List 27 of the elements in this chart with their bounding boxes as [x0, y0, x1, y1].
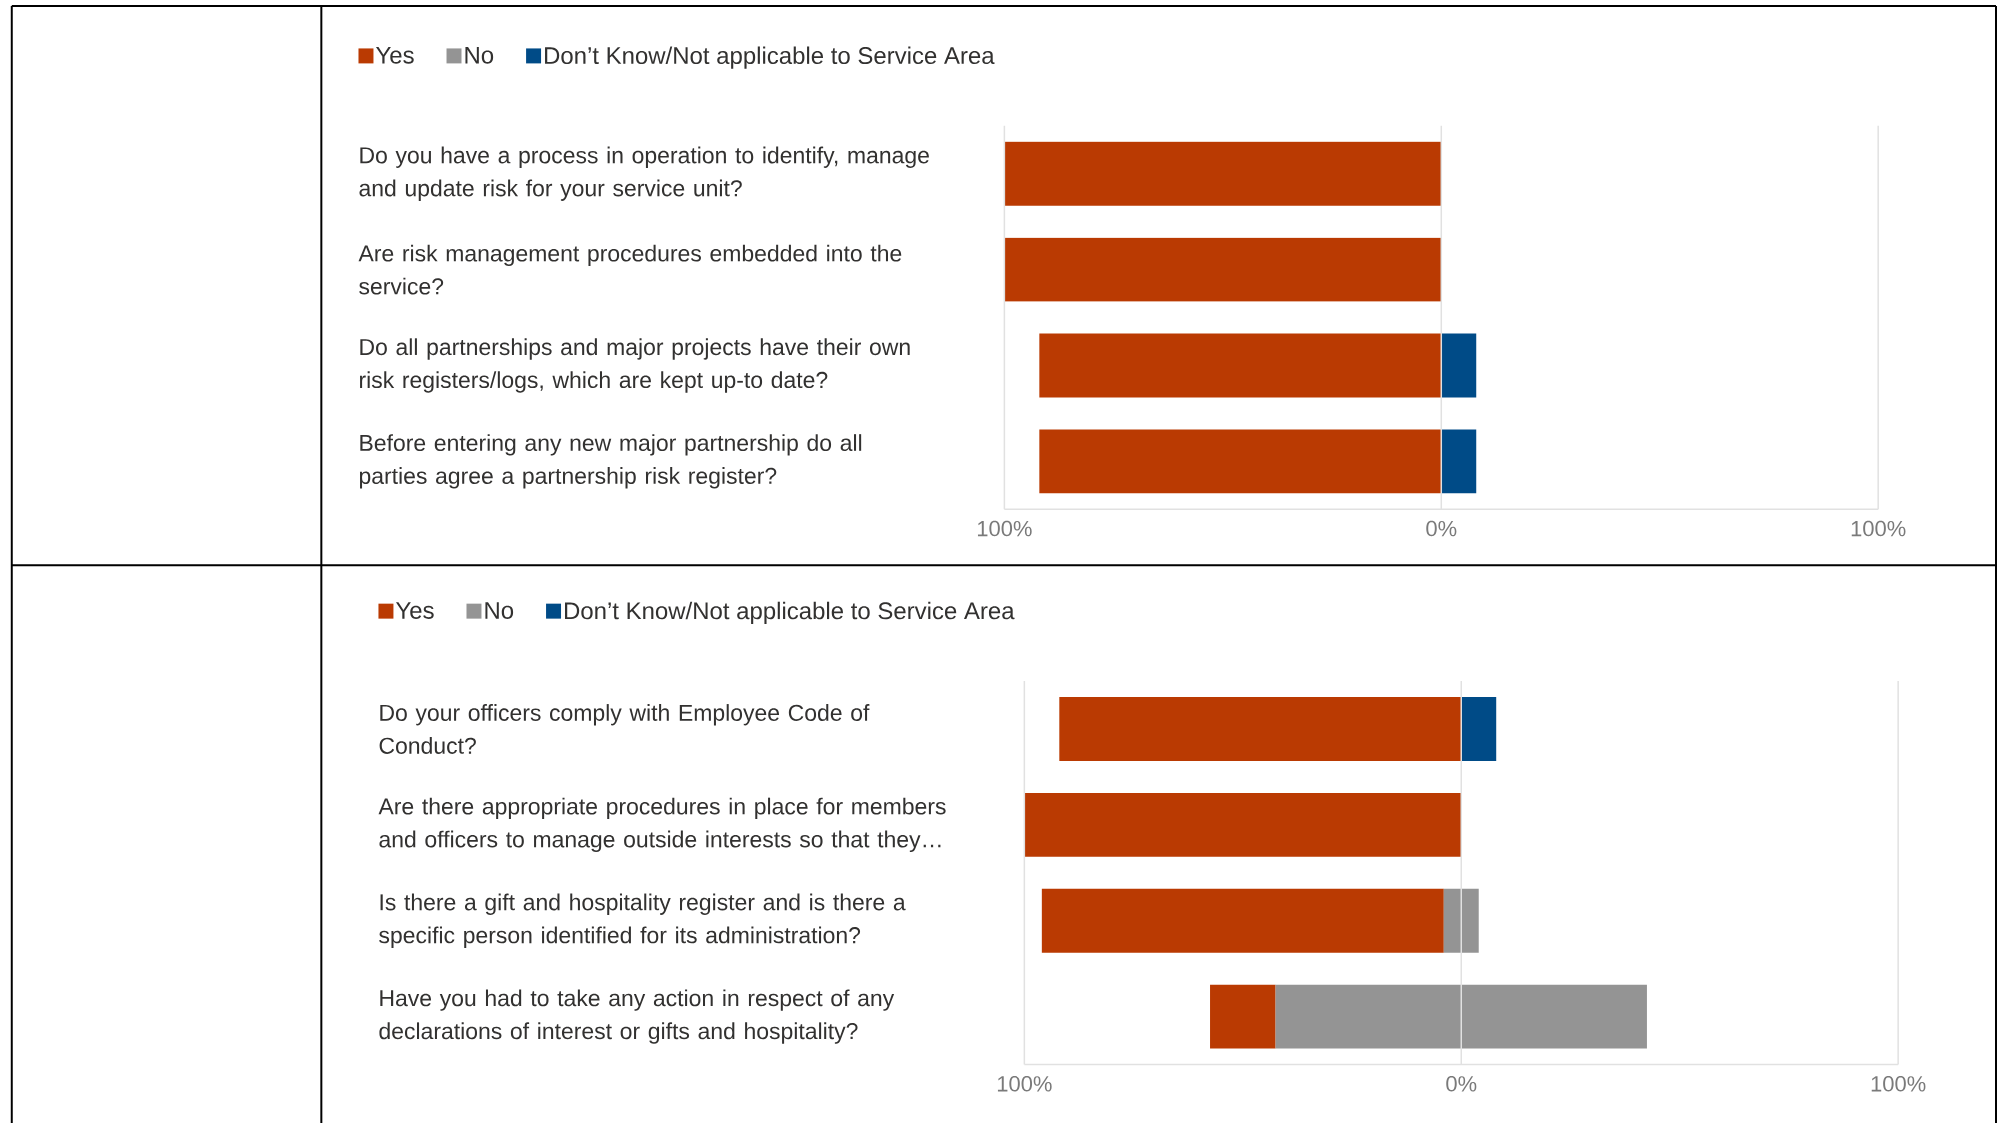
y-tick-label: Are there appropriate procedures in place for members and officers to manage outside interests so that they…: [378, 797, 946, 852]
y-tick-label: Have you had to take any action in respect of any declarations of interest or gifts and hospitality?: [379, 989, 895, 1044]
bar: [1461, 696, 1497, 761]
bar: [1059, 696, 1462, 761]
y-tick-label: Before entering any new major partnership do all parties agree a partnership risk register?: [359, 433, 862, 489]
y-tick-label: Do you have a process in operation to identify, manage and update risk for your service unit?: [359, 146, 929, 201]
x-tick-label: 100%: [1851, 520, 1906, 537]
x-tick-label: 0%: [1446, 1075, 1477, 1092]
bar: [1024, 792, 1462, 857]
legend-label: No: [485, 601, 514, 619]
x-tick-label: 100%: [997, 1075, 1052, 1092]
legend-label: Yes: [395, 601, 434, 619]
bar: [1041, 888, 1444, 953]
y-tick-label: Do all partnerships and major projects have their own risk registers/logs, which are kept up-to date?: [360, 338, 910, 393]
x-tick-label: 0%: [1426, 520, 1457, 537]
y-tick-label: Do your officers comply with Employee Code of Conduct?: [379, 703, 870, 754]
legend-label: Don’t Know/Not applicable to Service Area: [565, 601, 1015, 624]
bar: [1275, 984, 1647, 1049]
y-tick-label: Are risk management procedures embedded into the service?: [358, 244, 902, 295]
x-tick-label: 100%: [1871, 1075, 1926, 1092]
legend-label: No: [465, 46, 494, 64]
x-tick-label: 100%: [977, 520, 1032, 537]
legend-label: Yes: [375, 46, 414, 64]
bar: [1443, 888, 1479, 953]
y-tick-label: Is there a gift and hospitality register and is there a specific person identified for its administration?: [379, 893, 906, 948]
bar: [1210, 984, 1276, 1049]
legend-label: Don’t Know/Not applicable to Service Area: [545, 46, 995, 69]
